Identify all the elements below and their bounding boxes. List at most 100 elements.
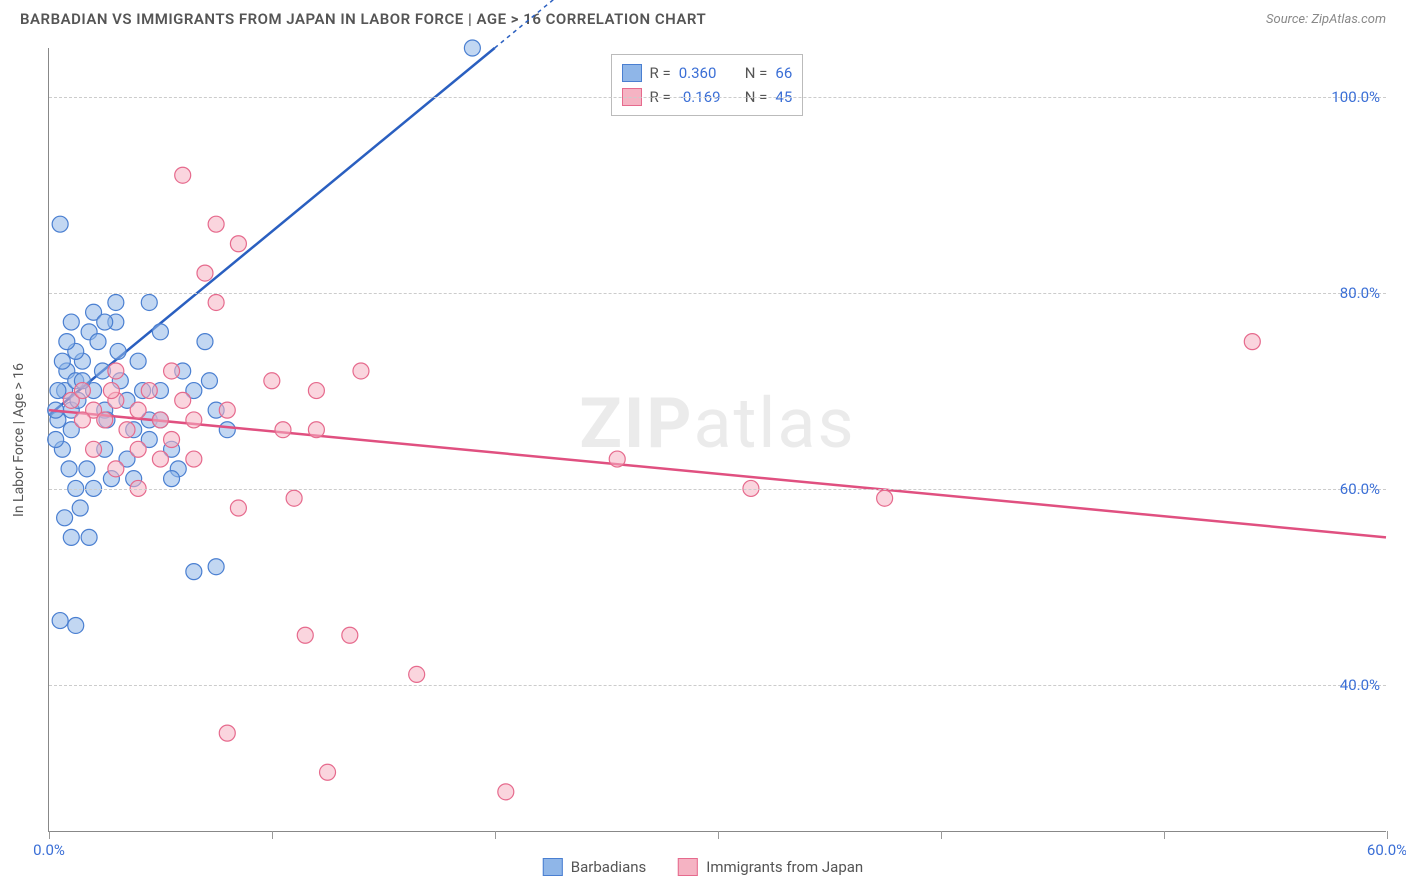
data-point bbox=[175, 392, 191, 408]
x-tick-label: 60.0% bbox=[1367, 841, 1406, 859]
data-point bbox=[219, 402, 235, 418]
y-axis-title: In Labor Force | Age > 16 bbox=[11, 363, 27, 517]
data-point bbox=[81, 529, 97, 545]
data-point bbox=[164, 471, 180, 487]
data-point bbox=[59, 334, 75, 350]
data-point bbox=[97, 412, 113, 428]
y-gridline bbox=[49, 489, 1386, 490]
data-point bbox=[186, 451, 202, 467]
data-point bbox=[108, 294, 124, 310]
data-point bbox=[264, 373, 280, 389]
data-point bbox=[164, 363, 180, 379]
data-point bbox=[63, 529, 79, 545]
x-tick-label: 0.0% bbox=[33, 841, 65, 859]
series-legend-label: Barbadians bbox=[571, 858, 646, 876]
correlation-legend-row: R =0.360N =66 bbox=[622, 61, 793, 85]
r-value: 0.360 bbox=[679, 61, 737, 85]
legend-swatch bbox=[543, 858, 563, 876]
x-tick bbox=[272, 831, 273, 839]
data-point bbox=[48, 432, 64, 448]
series-legend-item: Barbadians bbox=[543, 858, 646, 876]
data-point bbox=[52, 216, 68, 232]
data-point bbox=[130, 353, 146, 369]
x-tick bbox=[495, 831, 496, 839]
data-point bbox=[230, 500, 246, 516]
data-point bbox=[152, 451, 168, 467]
x-tick bbox=[1164, 831, 1165, 839]
data-point bbox=[54, 353, 70, 369]
data-point bbox=[175, 167, 191, 183]
trend-line bbox=[49, 48, 495, 415]
r-label: R = bbox=[650, 61, 671, 85]
data-point bbox=[152, 412, 168, 428]
x-tick bbox=[718, 831, 719, 839]
data-point bbox=[230, 236, 246, 252]
data-point bbox=[108, 461, 124, 477]
source-label: Source: bbox=[1266, 12, 1311, 27]
chart-source: Source: ZipAtlas.com bbox=[1266, 12, 1386, 27]
data-point bbox=[197, 334, 213, 350]
data-point bbox=[208, 559, 224, 575]
correlation-legend: R =0.360N =66R =-0.169N =45 bbox=[611, 54, 804, 116]
x-tick bbox=[941, 831, 942, 839]
data-point bbox=[90, 334, 106, 350]
data-point bbox=[74, 383, 90, 399]
x-tick bbox=[1387, 831, 1388, 839]
data-point bbox=[68, 617, 84, 633]
data-point bbox=[57, 510, 73, 526]
chart-header: BARBADIAN VS IMMIGRANTS FROM JAPAN IN LA… bbox=[0, 0, 1406, 34]
data-point bbox=[119, 422, 135, 438]
data-point bbox=[409, 666, 425, 682]
data-point bbox=[286, 490, 302, 506]
scatter-svg bbox=[49, 48, 1386, 831]
data-point bbox=[130, 402, 146, 418]
data-point bbox=[1244, 334, 1260, 350]
data-point bbox=[110, 343, 126, 359]
y-tick-label: 40.0% bbox=[1340, 676, 1380, 694]
data-point bbox=[186, 412, 202, 428]
data-point bbox=[342, 627, 358, 643]
data-point bbox=[108, 363, 124, 379]
data-point bbox=[219, 422, 235, 438]
data-point bbox=[79, 461, 95, 477]
y-gridline bbox=[49, 97, 1386, 98]
data-point bbox=[61, 461, 77, 477]
series-legend-item: Immigrants from Japan bbox=[678, 858, 863, 876]
data-point bbox=[275, 422, 291, 438]
data-point bbox=[186, 564, 202, 580]
data-point bbox=[52, 613, 68, 629]
legend-swatch bbox=[678, 858, 698, 876]
data-point bbox=[103, 383, 119, 399]
data-point bbox=[74, 412, 90, 428]
trend-line bbox=[49, 410, 1386, 537]
data-point bbox=[353, 363, 369, 379]
data-point bbox=[877, 490, 893, 506]
data-point bbox=[197, 265, 213, 281]
data-point bbox=[50, 383, 66, 399]
series-legend-label: Immigrants from Japan bbox=[706, 858, 863, 876]
data-point bbox=[609, 451, 625, 467]
n-value: 66 bbox=[775, 61, 792, 85]
data-point bbox=[219, 725, 235, 741]
chart-area: In Labor Force | Age > 16 ZIPatlas R =0.… bbox=[48, 48, 1386, 832]
y-gridline bbox=[49, 685, 1386, 686]
source-value: ZipAtlas.com bbox=[1311, 12, 1386, 27]
data-point bbox=[141, 383, 157, 399]
data-point bbox=[72, 500, 88, 516]
data-point bbox=[201, 373, 217, 389]
data-point bbox=[297, 627, 313, 643]
y-tick-label: 60.0% bbox=[1340, 480, 1380, 498]
y-gridline bbox=[49, 293, 1386, 294]
data-point bbox=[141, 294, 157, 310]
legend-swatch bbox=[622, 64, 642, 82]
data-point bbox=[63, 314, 79, 330]
series-legend: Barbadians Immigrants from Japan bbox=[543, 858, 863, 876]
data-point bbox=[152, 324, 168, 340]
plot-region: In Labor Force | Age > 16 ZIPatlas R =0.… bbox=[48, 48, 1386, 832]
data-point bbox=[130, 441, 146, 457]
data-point bbox=[498, 784, 514, 800]
data-point bbox=[308, 422, 324, 438]
chart-title: BARBADIAN VS IMMIGRANTS FROM JAPAN IN LA… bbox=[20, 10, 706, 28]
data-point bbox=[97, 314, 113, 330]
data-point bbox=[320, 764, 336, 780]
